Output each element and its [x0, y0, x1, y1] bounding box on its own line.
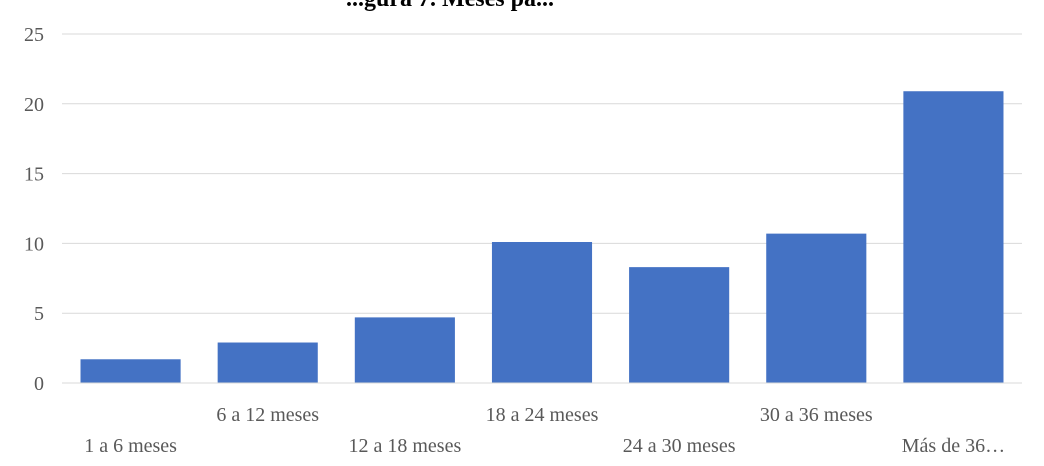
- bar: [80, 359, 181, 383]
- x-category-label: 6 a 12 meses: [216, 404, 319, 426]
- x-category-label: Más de 36…: [902, 435, 1005, 457]
- y-tick-label: 25: [24, 24, 44, 46]
- x-category-label: 24 a 30 meses: [623, 435, 736, 457]
- x-category-label: 18 a 24 meses: [486, 404, 599, 426]
- bar: [903, 91, 1004, 384]
- x-category-label: 12 a 18 meses: [348, 435, 461, 457]
- bar: [629, 267, 730, 383]
- y-tick-label: 5: [34, 303, 44, 325]
- bar: [217, 342, 318, 383]
- y-tick-label: 10: [24, 233, 44, 255]
- x-category-label: 1 a 6 meses: [84, 435, 177, 457]
- y-tick-label: 0: [34, 373, 44, 395]
- bar: [354, 317, 455, 383]
- bars: [80, 91, 1004, 384]
- chart-title: ...gura 7. Meses pa...: [346, 0, 554, 12]
- x-category-label: 30 a 36 meses: [760, 404, 873, 426]
- y-axis-tick-labels: 0 5 10 15 20 25: [24, 24, 44, 395]
- x-axis-category-labels: 1 a 6 meses 6 a 12 meses 12 a 18 meses 18 a…: [84, 404, 1005, 457]
- y-tick-label: 20: [24, 94, 44, 116]
- y-tick-label: 15: [24, 164, 44, 186]
- bar: [766, 233, 867, 383]
- bar: [491, 242, 593, 383]
